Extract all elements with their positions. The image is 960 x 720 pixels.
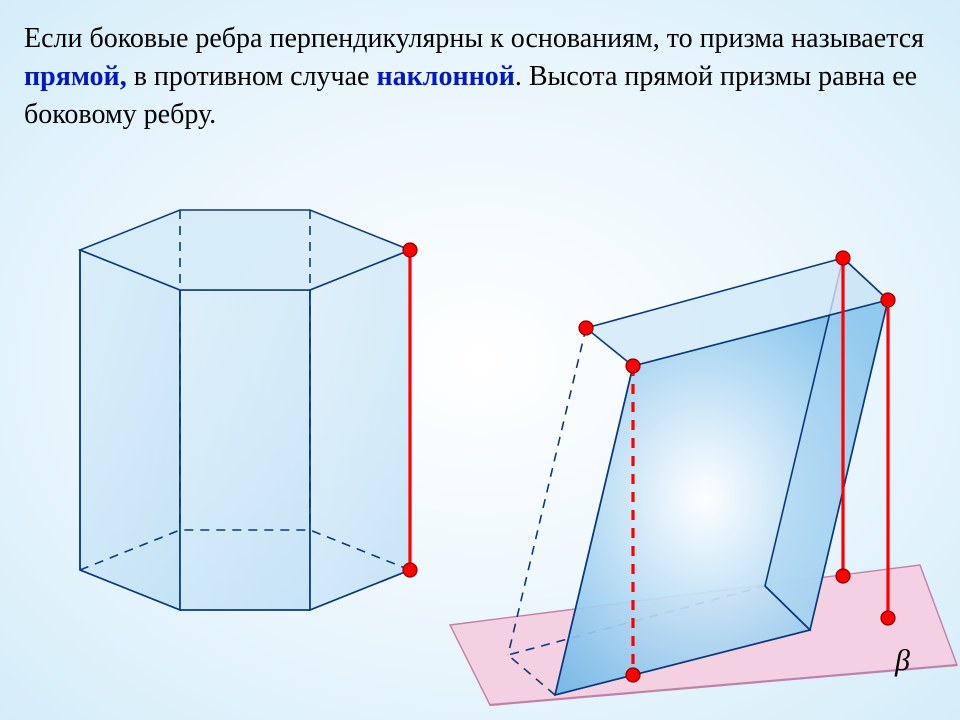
text-part2: в противном случае <box>127 61 377 92</box>
text-part1: Если боковые ребра перпендикулярны к осн… <box>24 23 924 54</box>
diagram-area: β <box>0 150 960 720</box>
highlight-naklonnoy: наклонной <box>377 61 515 92</box>
description-text: Если боковые ребра перпендикулярны к осн… <box>24 20 940 133</box>
geometry-svg: β <box>0 150 960 720</box>
highlight-pryamoy: прямой, <box>24 61 127 92</box>
svg-text:β: β <box>894 644 910 677</box>
